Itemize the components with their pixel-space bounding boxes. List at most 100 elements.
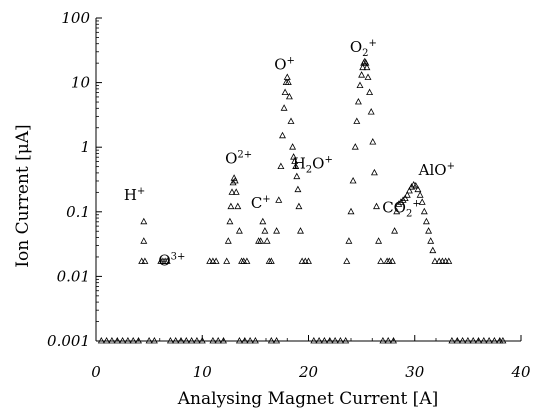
data-point	[453, 336, 461, 344]
data-point	[231, 176, 239, 184]
data-point	[193, 336, 201, 344]
data-point	[427, 237, 435, 244]
data-point	[490, 336, 498, 344]
peak-label-o-3plus: O3+	[158, 252, 185, 270]
data-point	[403, 191, 411, 198]
data-point	[166, 336, 174, 344]
ticks: 0.001 0.01 0.1 1 10 100 0 10 20 30 40	[47, 9, 531, 381]
data-point	[377, 257, 385, 264]
data-point	[366, 88, 374, 95]
data-point	[326, 336, 334, 344]
data-point	[293, 172, 301, 180]
peak-label-co2-plus: CO2+	[382, 199, 421, 220]
data-point	[287, 117, 295, 124]
x-axis-title: Analysing Magnet Current [A]	[177, 389, 438, 409]
data-point	[429, 246, 437, 254]
data-point	[214, 336, 222, 344]
data-point	[228, 188, 236, 195]
data-point	[150, 336, 158, 344]
peak-labels: H+ O3+ O2+ C+ O+ H2O+ O2+ CO2+ AlO+	[124, 38, 455, 269]
data-point	[220, 336, 227, 344]
data-point	[284, 78, 292, 85]
data-point	[342, 336, 350, 344]
data-point	[351, 143, 359, 150]
data-points	[97, 57, 507, 344]
data-point	[141, 257, 149, 264]
data-point	[343, 257, 351, 264]
data-point	[362, 59, 370, 66]
data-point	[320, 336, 328, 344]
y-tick-label: 1	[80, 138, 90, 156]
data-point	[399, 196, 407, 203]
data-point	[292, 162, 300, 169]
data-point	[422, 217, 430, 225]
data-point	[412, 182, 420, 189]
data-point	[259, 217, 267, 225]
data-point	[163, 257, 171, 264]
data-point	[140, 237, 148, 244]
axes	[95, 18, 521, 342]
data-point	[241, 336, 249, 344]
data-point	[297, 227, 304, 234]
data-point	[448, 336, 456, 344]
data-point	[273, 227, 281, 234]
x-tick-label: 0	[91, 363, 101, 381]
data-point	[135, 336, 142, 344]
peak-label-o-plus: O+	[274, 55, 295, 73]
y-tick-label: 0.01	[57, 267, 90, 285]
data-point	[267, 257, 275, 264]
data-point	[354, 97, 362, 105]
data-point	[388, 257, 396, 264]
data-point	[140, 217, 148, 225]
data-point	[353, 117, 361, 124]
data-point	[291, 157, 299, 164]
data-point	[263, 237, 271, 244]
data-point	[391, 227, 399, 234]
data-point	[475, 336, 482, 344]
data-point	[226, 217, 234, 225]
data-point	[235, 336, 243, 344]
data-point	[108, 336, 116, 344]
data-point	[113, 336, 121, 344]
data-point	[349, 176, 357, 184]
data-point	[273, 336, 281, 344]
data-point	[227, 202, 235, 210]
data-point	[420, 207, 428, 215]
y-tick-label: 0.1	[66, 203, 90, 221]
data-point	[345, 237, 353, 244]
data-point	[363, 63, 371, 71]
data-point	[418, 198, 426, 205]
data-point	[124, 336, 132, 344]
data-point	[445, 257, 453, 264]
data-point	[480, 336, 488, 344]
data-point	[209, 336, 217, 344]
data-point	[279, 131, 286, 139]
data-point	[499, 336, 507, 344]
data-point	[285, 92, 293, 100]
data-point	[459, 336, 467, 344]
y-axis-title: Ion Current [μA]	[13, 124, 33, 267]
data-point	[315, 336, 323, 344]
data-point	[369, 138, 377, 145]
data-point	[336, 336, 344, 344]
data-point	[280, 104, 288, 111]
data-point	[305, 257, 312, 264]
data-point	[390, 336, 397, 344]
x-tick-label: 40	[510, 363, 531, 381]
data-point	[364, 73, 372, 80]
data-point	[405, 186, 413, 194]
data-point	[232, 188, 240, 195]
x-tick-label: 30	[405, 363, 425, 381]
data-point	[275, 196, 283, 203]
data-point	[267, 336, 275, 344]
y-tick-label: 0.001	[47, 332, 90, 350]
data-point	[129, 336, 137, 344]
peak-label-c-plus: C+	[251, 194, 271, 212]
peak-label-h2o-plus: H2O+	[293, 154, 333, 175]
data-point	[243, 257, 251, 264]
data-point	[331, 336, 339, 344]
data-point	[373, 202, 380, 210]
data-point	[359, 63, 367, 71]
data-point	[251, 336, 259, 344]
